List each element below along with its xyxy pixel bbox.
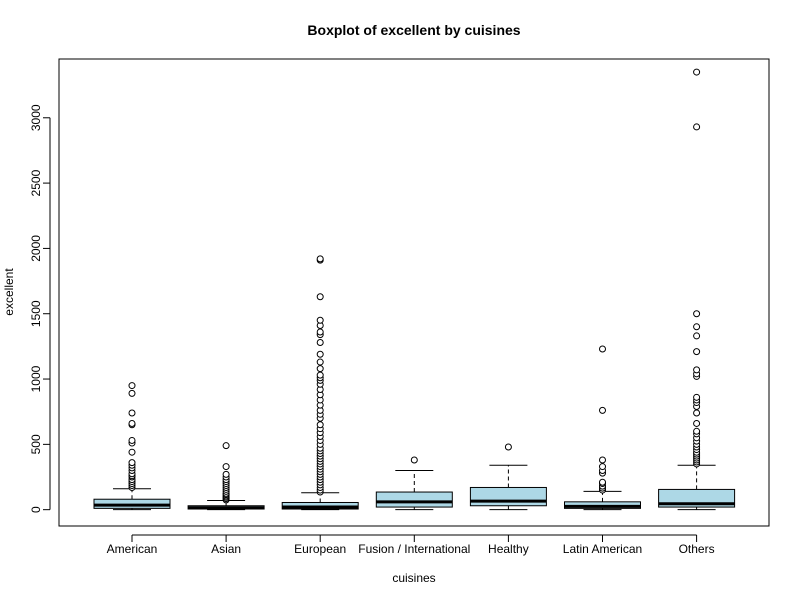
y-axis: 0 500 1000 1500 2000 2500 3000 bbox=[29, 104, 51, 513]
y-tick-label: 2500 bbox=[29, 169, 43, 196]
y-tick-label: 500 bbox=[29, 434, 43, 454]
box-american bbox=[93, 382, 171, 511]
box-others bbox=[658, 68, 736, 511]
box-latin-american bbox=[564, 345, 641, 511]
x-tick-label: Fusion / International bbox=[358, 542, 470, 556]
x-axis: American Asian European Fusion / Internatio… bbox=[107, 534, 715, 556]
x-tick-label: Latin American bbox=[563, 542, 642, 556]
box-asian bbox=[187, 442, 265, 511]
outlier-point bbox=[599, 345, 606, 353]
boxes-layer bbox=[93, 68, 736, 511]
outlier-point bbox=[128, 448, 136, 456]
outlier-point bbox=[599, 456, 606, 464]
outlier-point bbox=[693, 310, 701, 318]
y-tick-label: 1000 bbox=[29, 365, 43, 392]
outlier-point bbox=[693, 332, 701, 340]
outlier-point bbox=[693, 393, 701, 401]
outlier-point bbox=[693, 366, 701, 374]
outlier-point bbox=[222, 463, 230, 471]
outlier-point bbox=[693, 348, 701, 356]
outlier-point bbox=[693, 427, 701, 435]
y-tick-label: 1500 bbox=[29, 300, 43, 327]
outlier-point bbox=[693, 419, 701, 427]
outlier-point bbox=[316, 371, 324, 379]
outlier-point bbox=[693, 323, 701, 331]
outlier-point bbox=[316, 328, 324, 336]
x-tick-label: American bbox=[107, 542, 158, 556]
iqr-box bbox=[469, 486, 547, 507]
outlier-point bbox=[316, 338, 324, 346]
outlier-point bbox=[316, 358, 324, 366]
box-healthy bbox=[469, 443, 547, 511]
y-tick-label: 3000 bbox=[29, 104, 43, 131]
outlier-point bbox=[222, 470, 230, 478]
x-tick-label: Asian bbox=[211, 542, 241, 556]
plot-frame bbox=[58, 58, 770, 527]
outlier-point bbox=[693, 123, 701, 131]
x-tick-label: Healthy bbox=[488, 542, 529, 556]
outlier-point bbox=[504, 443, 512, 451]
outlier-point bbox=[128, 459, 136, 467]
outlier-point bbox=[128, 382, 136, 390]
outlier-point bbox=[316, 365, 324, 373]
outlier-point bbox=[316, 316, 324, 324]
outlier-point bbox=[316, 421, 324, 429]
outlier-point bbox=[693, 68, 701, 76]
box-european bbox=[281, 255, 359, 511]
y-axis-label: excellent bbox=[2, 268, 16, 316]
outlier-point bbox=[128, 409, 136, 417]
outlier-point bbox=[128, 419, 136, 427]
x-tick-label: European bbox=[294, 542, 346, 556]
y-tick-label: 0 bbox=[29, 506, 43, 513]
outlier-point bbox=[599, 478, 606, 486]
outlier-point bbox=[222, 442, 230, 450]
outlier-point bbox=[599, 406, 606, 414]
iqr-box bbox=[375, 491, 453, 508]
outlier-point bbox=[128, 436, 136, 444]
x-tick-label: Others bbox=[679, 542, 715, 556]
outlier-point bbox=[128, 389, 136, 397]
outlier-point bbox=[316, 293, 324, 301]
outlier-point bbox=[410, 456, 418, 464]
y-tick-label: 2000 bbox=[29, 235, 43, 262]
outlier-point bbox=[316, 255, 324, 263]
outlier-point bbox=[316, 350, 324, 358]
outlier-point bbox=[599, 463, 606, 471]
outlier-point bbox=[693, 409, 701, 417]
chart-title: Boxplot of excellent by cuisines bbox=[307, 22, 520, 38]
box-fusion-international bbox=[375, 456, 453, 511]
x-axis-label: cuisines bbox=[392, 571, 435, 585]
